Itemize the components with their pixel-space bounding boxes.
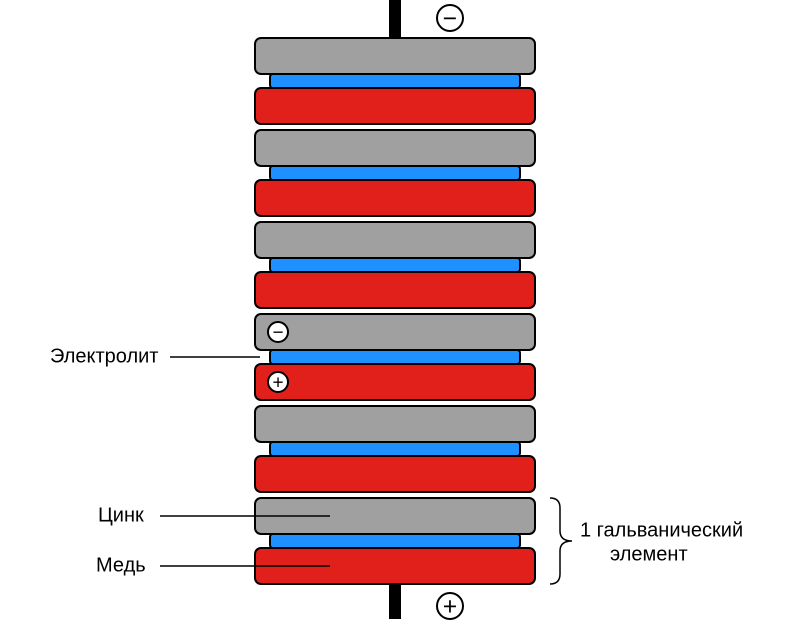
plus-sign-mid-glyph: + — [272, 373, 283, 394]
zinc-disc — [255, 222, 535, 258]
terminal-top — [389, 0, 401, 38]
zinc-disc — [255, 314, 535, 350]
copper-disc — [255, 364, 535, 400]
label-copper: Медь — [96, 554, 146, 576]
minus-sign-mid-glyph: − — [272, 323, 283, 344]
label-cell-line1: 1 гальванический — [580, 519, 743, 541]
label-cell-line2: элемент — [610, 543, 688, 565]
electrolyte-layer — [270, 166, 520, 180]
electrolyte-layer — [270, 258, 520, 272]
plus-sign-bottom-glyph: + — [443, 594, 457, 621]
electrolyte-layer — [270, 534, 520, 548]
copper-disc — [255, 272, 535, 308]
electrolyte-layer — [270, 442, 520, 456]
electrolyte-layer — [270, 350, 520, 364]
zinc-disc — [255, 130, 535, 166]
brace-cell — [550, 498, 572, 584]
electrolyte-layer — [270, 74, 520, 88]
label-zinc: Цинк — [98, 504, 144, 526]
label-electrolyte: Электролит — [50, 345, 158, 367]
terminal-bottom — [389, 584, 401, 619]
copper-disc — [255, 88, 535, 124]
copper-disc — [255, 180, 535, 216]
minus-sign-top-glyph: − — [443, 6, 457, 33]
zinc-disc — [255, 406, 535, 442]
zinc-disc — [255, 38, 535, 74]
copper-disc — [255, 456, 535, 492]
